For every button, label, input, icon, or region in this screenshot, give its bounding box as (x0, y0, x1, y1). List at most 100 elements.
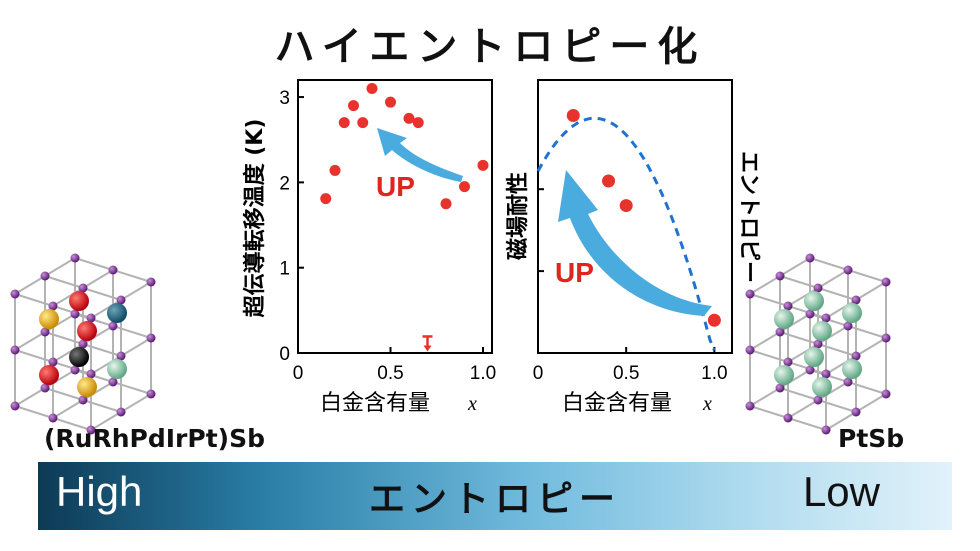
sb-atom (70, 253, 80, 263)
bond (52, 343, 84, 363)
metal-atom (107, 303, 127, 323)
bond (847, 325, 887, 339)
sb-atom (70, 309, 80, 319)
sb-atom (821, 313, 831, 323)
metal-atom (774, 365, 794, 385)
bond (817, 343, 857, 357)
chart1-xlabel-var: x (467, 393, 477, 415)
chart2-xtick-label: 0 (533, 363, 544, 384)
metal-atom (804, 347, 824, 367)
chart1-frame (297, 79, 493, 354)
entropy-gradient-bar: High エントロピー Low (38, 462, 952, 530)
sb-atom (10, 401, 20, 411)
metal-atom (842, 359, 862, 379)
chart2-points (566, 108, 721, 327)
sb-atom (843, 377, 853, 387)
chart2-up-arrow (558, 170, 712, 316)
chart1-up-arrow (377, 128, 463, 182)
bond (112, 381, 152, 395)
bond (749, 387, 781, 407)
chart1-ytick-label: 0 (279, 344, 290, 365)
chart1-ytick-label: 2 (279, 173, 290, 194)
sb-atom (48, 301, 58, 311)
chart1-xlabel-group: 白金含有量 x (320, 391, 477, 416)
chart2-xlabel: 白金含有量 (562, 391, 672, 416)
metal-atom (804, 291, 824, 311)
bond (52, 417, 92, 431)
chart1-point (320, 193, 332, 205)
sb-atom (146, 333, 156, 343)
sb-atom (805, 253, 815, 263)
bond (14, 293, 54, 307)
chart1-point (329, 164, 341, 176)
sb-atom (116, 295, 126, 305)
page-title: ハイエントロピー化 (274, 24, 706, 70)
bond (44, 313, 76, 333)
bond (779, 313, 811, 333)
chart1-point (385, 96, 396, 108)
chart2-xtick-label: 0.5 (613, 363, 639, 384)
bond (847, 269, 887, 283)
chart1-up-label: UP (376, 171, 415, 202)
bond (779, 331, 819, 345)
sb-atom (116, 351, 126, 361)
bond (825, 411, 857, 431)
chart1-ytick-label: 1 (279, 259, 290, 280)
bond (855, 337, 887, 357)
sb-atom (70, 365, 80, 375)
chart-field-tolerance: 0 0.5 1.0 UP 磁場耐性 エントロピー 白金含有量 x (505, 79, 761, 416)
bond (749, 331, 781, 351)
bond (787, 399, 819, 419)
sb-atom (108, 377, 118, 387)
metal-atom (77, 321, 97, 341)
entropy-low-label: Low (802, 468, 880, 515)
bond (120, 393, 152, 413)
sb-atom (48, 357, 58, 367)
chart1-xtick-label: 0.5 (377, 363, 403, 384)
bond (855, 281, 887, 301)
bond (90, 355, 122, 375)
bond (82, 269, 114, 289)
chart1-point (403, 112, 415, 124)
sb-atom (745, 345, 755, 355)
metal-atom (842, 303, 862, 323)
crystal-structure-left (10, 253, 156, 435)
bond (112, 269, 152, 283)
right-material-formula: PtSb (838, 424, 905, 453)
sb-atom (775, 271, 785, 281)
sb-atom (783, 357, 793, 367)
metal-atom (107, 359, 127, 379)
bond (817, 325, 849, 345)
sb-atom (851, 407, 861, 417)
bond (749, 349, 789, 363)
chart1-point (440, 198, 452, 210)
chart1-point (477, 159, 489, 171)
metal-atom (812, 321, 832, 341)
sb-atom (40, 271, 50, 281)
sb-atom (86, 425, 96, 435)
bond (847, 381, 887, 395)
bond (82, 325, 114, 345)
sb-atom (108, 265, 118, 275)
sb-atom (813, 339, 823, 349)
sb-atom (745, 401, 755, 411)
bond (14, 331, 46, 351)
entropy-high-label: High (56, 468, 143, 515)
sb-atom (783, 413, 793, 423)
sb-atom (86, 313, 96, 323)
sb-atom (881, 333, 891, 343)
bond (44, 257, 76, 277)
sb-atom (843, 321, 853, 331)
sb-atom (805, 365, 815, 375)
chart2-dashed-trend-curve (536, 116, 716, 351)
bond (44, 387, 84, 401)
bond (817, 381, 849, 401)
metal-atom (77, 377, 97, 397)
sb-atom (40, 327, 50, 337)
sb-atom (813, 395, 823, 405)
sb-atom (745, 289, 755, 299)
sb-atom (881, 389, 891, 399)
metal-atom (774, 309, 794, 329)
sb-atom (10, 289, 20, 299)
sb-atom (775, 383, 785, 393)
